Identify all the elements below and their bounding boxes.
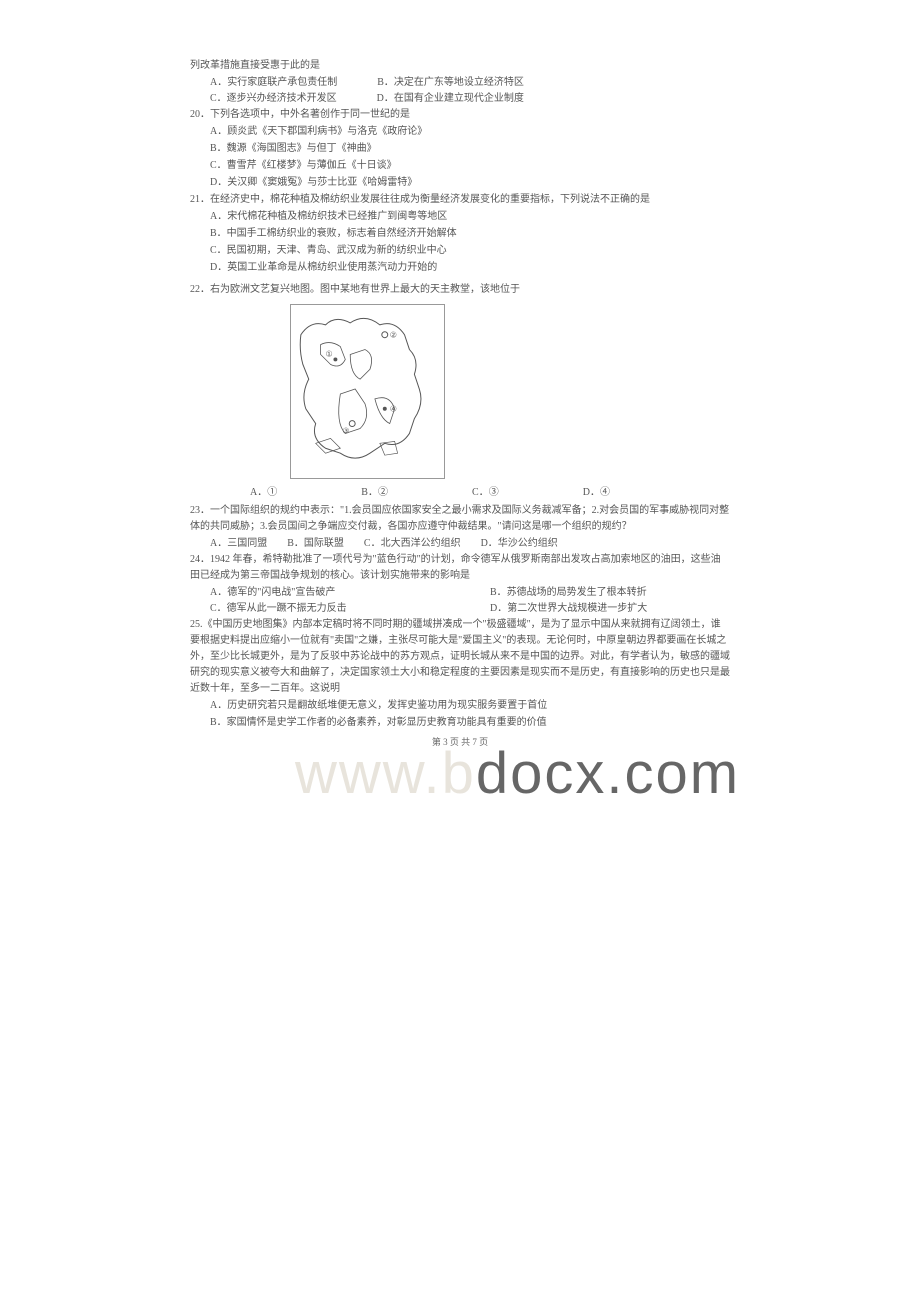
q20-option-c: C．曹雪芹《红楼梦》与薄伽丘《十日谈》 [190, 158, 730, 174]
q23-option-d: D．华沙公约组织 [481, 536, 558, 552]
q21-option-b: B．中国手工棉纺织业的衰败，标志着自然经济开始解体 [190, 226, 730, 242]
q22-option-a: A．① [250, 485, 277, 501]
svg-text:②: ② [390, 331, 397, 340]
q22-stem: 22．右为欧洲文艺复兴地图。图中某地有世界上最大的天主教堂，该地位于 [190, 282, 730, 298]
q19-option-d: D．在国有企业建立现代企业制度 [377, 91, 524, 107]
q23-stem: 23．一个国际组织的规约中表示："1.会员国应依国家安全之最小需求及国际义务裁减… [190, 503, 730, 535]
svg-text:①: ① [326, 349, 333, 358]
map-container: ② ① ③ ④ [190, 304, 730, 479]
watermark: www.bdocx.com [295, 740, 740, 807]
q24-option-c: C．德军从此一蹶不振无力反击 [210, 601, 450, 617]
q23-options: A．三国同盟 B．国际联盟 C．北大西洋公约组织 D．华沙公约组织 [190, 536, 730, 552]
q24-option-a: A．德军的"闪电战"宣告破产 [210, 585, 450, 601]
q20-option-d: D．关汉卿《窦娥冤》与莎士比亚《哈姆雷特》 [190, 175, 730, 191]
q19-option-c: C．逐步兴办经济技术开发区 [210, 91, 337, 107]
q22-option-c: C．③ [472, 485, 499, 501]
q25-option-b: B．家国情怀是史学工作者的必备素养，对彰显历史教育功能具有重要的价值 [190, 715, 730, 731]
q19-options-row2: C．逐步兴办经济技术开发区 D．在国有企业建立现代企业制度 [190, 91, 730, 107]
document-page: 列改革措施直接受惠于此的是 A．实行家庭联产承包责任制 B．决定在广东等地设立经… [190, 58, 730, 749]
q21-stem: 21．在经济史中，棉花种植及棉纺织业发展往往成为衡量经济发展变化的重要指标，下列… [190, 192, 730, 208]
q20-option-a: A．顾炎武《天下郡国利病书》与洛克《政府论》 [190, 124, 730, 140]
q19-option-a: A．实行家庭联产承包责任制 [210, 75, 337, 91]
q21-option-c: C．民国初期，天津、青岛、武汉成为新的纺织业中心 [190, 243, 730, 259]
q23-option-b: B．国际联盟 [287, 536, 344, 552]
q25-option-a: A．历史研究若只是翻故纸堆便无意义，发挥史鉴功用为现实服务要置于首位 [190, 698, 730, 714]
q19-option-b: B．决定在广东等地设立经济特区 [377, 75, 524, 91]
q21-option-a: A．宋代棉花种植及棉纺织技术已经推广到闽粤等地区 [190, 209, 730, 225]
q19-options-row1: A．实行家庭联产承包责任制 B．决定在广东等地设立经济特区 [190, 75, 730, 91]
q24-option-d: D．第二次世界大战规模进一步扩大 [490, 601, 647, 617]
q24-options-row2: C．德军从此一蹶不振无力反击 D．第二次世界大战规模进一步扩大 [190, 601, 730, 617]
page-number: 第 3 页 共 7 页 [190, 735, 730, 749]
q24-option-b: B．苏德战场的局势发生了根本转折 [490, 585, 647, 601]
q20-option-b: B．魏源《海国图志》与但丁《神曲》 [190, 141, 730, 157]
svg-text:④: ④ [390, 405, 397, 414]
q22-option-d: D．④ [583, 485, 610, 501]
intro-line: 列改革措施直接受惠于此的是 [190, 58, 730, 74]
svg-text:③: ③ [342, 426, 349, 435]
q20-stem: 20．下列各选项中，中外名著创作于同一世纪的是 [190, 107, 730, 123]
europe-map: ② ① ③ ④ [290, 304, 445, 479]
q22-options: A．① B．② C．③ D．④ [190, 485, 610, 501]
q24-options-row1: A．德军的"闪电战"宣告破产 B．苏德战场的局势发生了根本转折 [190, 585, 730, 601]
q22-option-b: B．② [361, 485, 388, 501]
q25-stem: 25.《中国历史地图集》内部本定稿时将不同时期的疆域拼凑成一个"极盛疆域"，是为… [190, 617, 730, 697]
q23-option-c: C．北大西洋公约组织 [364, 536, 461, 552]
q21-option-d: D．英国工业革命是从棉纺织业使用蒸汽动力开始的 [190, 260, 730, 276]
map-svg: ② ① ③ ④ [291, 305, 444, 478]
q23-option-a: A．三国同盟 [210, 536, 267, 552]
q24-stem: 24．1942 年春，希特勒批准了一项代号为"蓝色行动"的计划，命令德军从俄罗斯… [190, 552, 730, 584]
